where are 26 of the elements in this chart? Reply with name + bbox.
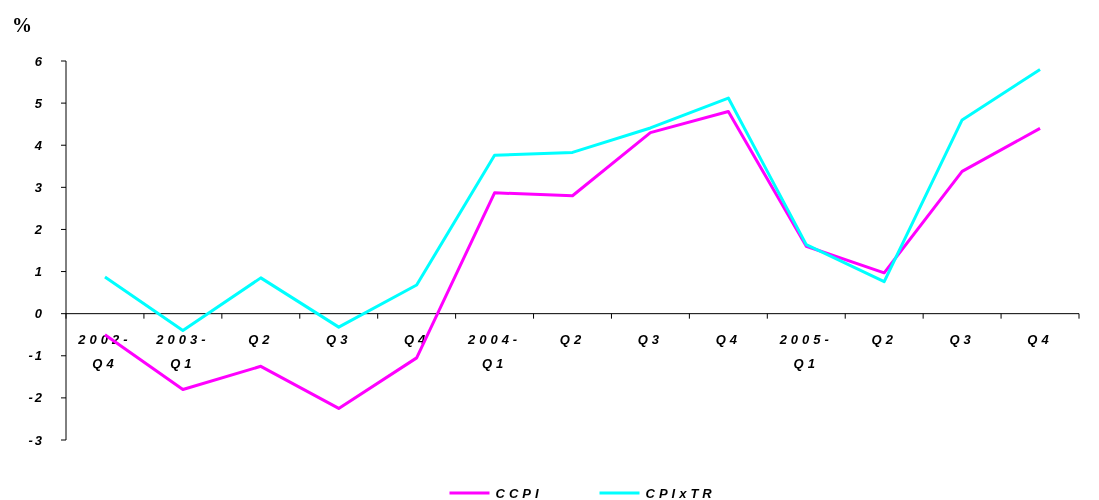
x-tick-label: 2004-Q1 <box>466 331 522 371</box>
x-tick-label: 2003-Q1 <box>155 331 210 371</box>
y-tick-label: 1 <box>34 264 44 280</box>
x-tick-label: 2005-Q1 <box>778 331 833 371</box>
y-tick-label: 2 <box>33 221 44 237</box>
legend-label: CCPI <box>495 485 543 500</box>
y-tick-label: 6 <box>34 53 44 69</box>
x-tick-label: Q4 <box>1027 331 1053 347</box>
y-tick-label: -1 <box>28 348 44 364</box>
x-tick-label: Q2 <box>559 331 586 347</box>
x-tick-label: Q2 <box>871 331 897 347</box>
x-tick-label: Q3 <box>326 331 352 347</box>
y-tick-label: 5 <box>34 95 44 111</box>
y-axis-title: % <box>12 14 32 36</box>
y-tick-label: 0 <box>34 306 44 322</box>
x-tick-label: Q4 <box>715 331 742 347</box>
x-tick-label: Q2 <box>248 331 274 347</box>
y-tick-label: -2 <box>28 390 44 406</box>
x-tick-label: Q4 <box>403 331 430 347</box>
y-tick-label: 4 <box>33 137 44 153</box>
legend-label: CPIxTR <box>645 485 716 500</box>
x-tick-label: Q3 <box>637 331 664 347</box>
y-tick-label: -3 <box>28 432 44 448</box>
x-tick-label: Q3 <box>949 331 975 347</box>
line-series <box>103 67 1042 333</box>
y-tick-label: 3 <box>34 179 44 195</box>
